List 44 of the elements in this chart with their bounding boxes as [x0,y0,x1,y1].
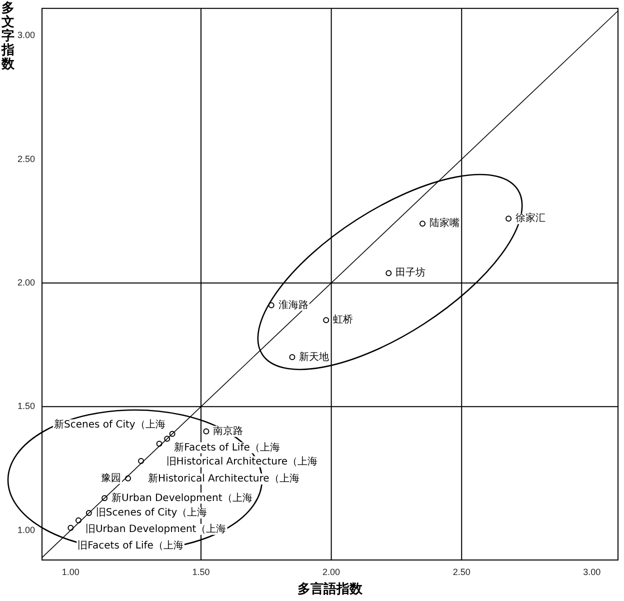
point [203,428,210,434]
y-tick-label: 1.50 [17,401,35,412]
annotation: 新Scenes of City（上海 [54,418,166,430]
x-tick-label: 1.00 [62,566,80,577]
point [102,495,108,502]
annotation: 旧Urban Development（上海 [85,523,226,536]
x-tick-label: 1.50 [192,566,210,577]
x-tick-label: 2.00 [322,566,340,577]
annotation: 虹桥 [333,314,354,326]
point [420,220,426,227]
point [125,475,132,482]
annotation: 田子坊 [396,266,426,279]
point [506,216,512,222]
y-tick-label: 1.00 [17,524,35,535]
point [386,270,392,276]
x-tick-label: 3.00 [583,566,601,577]
point [289,354,296,360]
y-tick-label: 3.00 [17,30,35,40]
annotation: 南京路 [213,424,244,437]
y-tick-label: 2.00 [17,277,35,288]
x-tick-label: 2.50 [452,566,470,577]
y-tick-label: 2.50 [17,154,35,164]
annotation: 旧Historical Architecture（上海 [166,455,318,468]
annotation: 新Facets of Life（上海 [174,441,280,454]
point [164,436,170,442]
annotation: 淮海路 [278,298,308,311]
annotation: 旧Facets of Life（上海 [78,539,184,552]
annotation: 徐家汇 [516,212,546,224]
annotation: 新Historical Architecture（上海 [148,472,300,485]
x-axis-title: 多言語指数 [298,580,364,596]
point [68,524,74,531]
point [268,302,274,308]
annotation: 陆家嘴 [430,217,460,230]
y-axis-title: 多文字指数 [1,1,15,72]
point [169,430,176,437]
point [156,440,162,447]
point [75,517,82,524]
point [86,510,92,516]
annotation: 旧Scenes of City（上海 [96,506,208,519]
annotation: 新天地 [299,350,330,363]
point [138,458,144,464]
annotation: 新Urban Development（上海 [112,492,252,504]
point [323,317,330,324]
annotation: 豫园 [101,472,122,484]
